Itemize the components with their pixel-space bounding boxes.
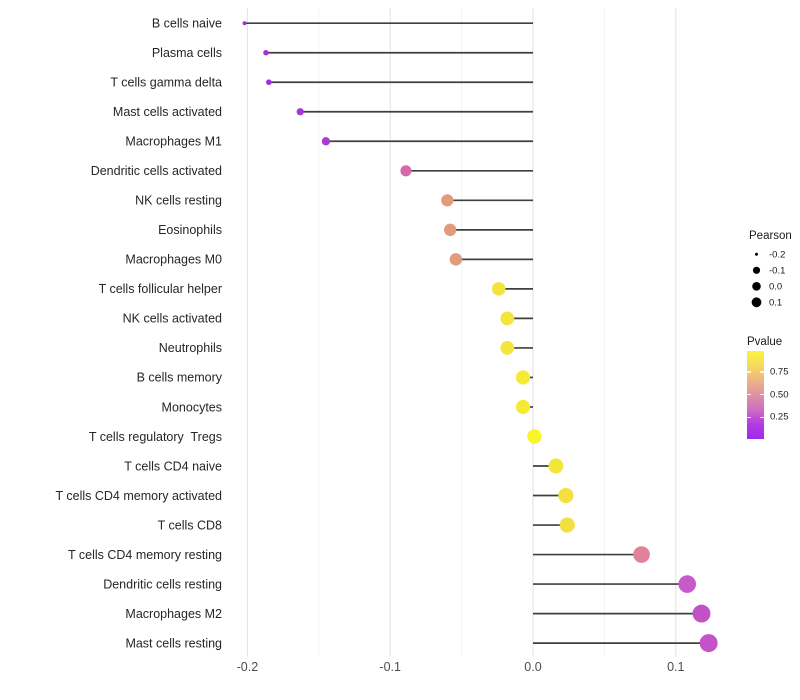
y-axis-category-label: Macrophages M1 (125, 135, 222, 149)
pvalue-legend-title: Pvalue (747, 336, 783, 348)
y-axis-category-label: Mast cells activated (113, 105, 222, 119)
y-axis-category-label: T cells CD4 naive (124, 459, 222, 473)
y-axis-category-label: Dendritic cells activated (91, 164, 222, 178)
colorbar-tick-mark (747, 416, 751, 418)
lollipop-point (449, 253, 463, 266)
y-axis-category-label: T cells regulatory Tregs (89, 430, 222, 444)
size-legend-label: -0.1 (769, 266, 785, 277)
y-axis-category-label: Monocytes (162, 400, 222, 414)
lollipop-point (500, 311, 515, 326)
colorbar-tick-label: 0.25 (770, 411, 789, 423)
lollipop-point (515, 399, 531, 415)
y-axis-category-label: T cells follicular helper (99, 282, 222, 296)
x-axis-tick-label: 0.0 (524, 660, 541, 674)
lollipop-point (441, 194, 454, 207)
size-legend-dot (755, 252, 758, 256)
size-legend-dot (752, 282, 761, 291)
y-axis-category-label: NK cells resting (135, 194, 222, 208)
colorbar-tick-mark (747, 394, 751, 396)
x-axis-tick-label: -0.1 (379, 660, 401, 674)
lollipop-point (400, 165, 412, 177)
y-axis-category-label: T cells CD4 memory activated (56, 489, 223, 503)
lollipop-point (699, 634, 718, 653)
y-axis-category-label: B cells memory (137, 371, 223, 385)
lollipop-point (500, 341, 515, 355)
lollipop-point (263, 49, 269, 56)
y-axis-category-label: Macrophages M0 (125, 253, 222, 267)
size-legend-dot (752, 266, 761, 274)
lollipop-point (548, 458, 564, 474)
size-legend-label: 0.1 (769, 298, 782, 309)
lollipop-point (558, 487, 574, 504)
y-axis-category-label: T cells CD4 memory resting (68, 548, 222, 562)
lollipop-point (266, 79, 272, 86)
lollipop-point (633, 546, 650, 563)
x-axis-tick-label: -0.2 (237, 660, 259, 674)
size-legend-label: 0.0 (769, 282, 782, 293)
lollipop-point (527, 429, 542, 444)
y-axis-category-label: B cells naive (152, 17, 222, 31)
colorbar-tick-mark (759, 416, 764, 418)
y-axis-category-label: Mast cells resting (125, 636, 222, 650)
y-axis-category-label: Neutrophils (159, 341, 222, 355)
y-axis-category-label: Macrophages M2 (125, 607, 222, 621)
lollipop-point (321, 137, 331, 146)
lollipop-point (296, 108, 304, 116)
colorbar-tick-mark (759, 394, 764, 396)
lollipop-point (559, 517, 575, 533)
lollipop-point (242, 21, 247, 26)
colorbar-tick-mark (747, 371, 751, 373)
y-axis-category-label: NK cells activated (123, 312, 222, 326)
colorbar-tick-mark (759, 371, 764, 373)
lollipop-point (491, 282, 506, 296)
lollipop-point (678, 575, 697, 593)
y-axis-category-label: Plasma cells (152, 46, 222, 60)
size-legend-dot (751, 297, 762, 308)
pearson-legend-title: Pearson (749, 230, 792, 242)
x-axis-tick-label: 0.1 (667, 660, 684, 674)
size-legend-label: -0.2 (769, 250, 785, 261)
y-axis-category-label: Eosinophils (158, 223, 222, 237)
y-axis-category-label: Dendritic cells resting (103, 577, 222, 591)
lollipop-point (515, 370, 531, 385)
y-axis-category-label: T cells gamma delta (110, 76, 222, 90)
y-axis-category-label: T cells CD8 (158, 518, 222, 532)
colorbar-tick-label: 0.50 (770, 389, 789, 401)
lollipop-point (444, 223, 457, 237)
lollipop-point (692, 604, 711, 623)
colorbar-tick-label: 0.75 (770, 366, 789, 378)
